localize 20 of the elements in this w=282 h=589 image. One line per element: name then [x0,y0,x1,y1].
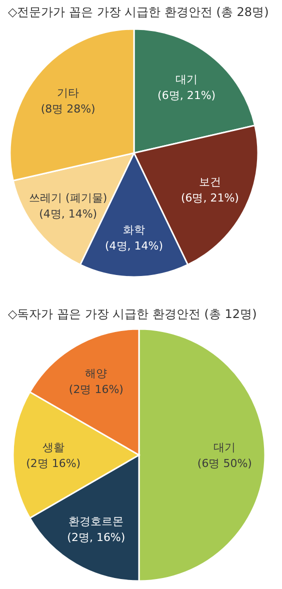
chart-title: ◇독자가 꼽은 가장 시급한 환경안전 (총 12명) [8,307,257,321]
data-label: (6명, 21%) [180,192,239,205]
data-label: (2명, 16%) [67,531,126,544]
data-label: (4명, 14%) [39,208,98,221]
slice-label: 보건 [198,176,221,189]
data-label: (2명 16%) [68,382,124,396]
data-label: (6명 50%) [197,457,252,470]
slice-label: 대기 [214,441,236,454]
data-label: (2명 16%) [26,457,81,470]
slice-label: 해양 [85,366,108,380]
slice-label: 환경호르몬 [68,515,124,528]
data-label: (6명, 21%) [158,89,216,102]
data-label: (4명, 14%) [104,239,164,252]
chart-title: ◇전문가가 꼽은 가장 시급한 환경안전 (총 28명) [8,5,269,19]
slice-label: 기타 [57,86,80,100]
slice-label: 생활 [42,441,64,454]
slice-label: 대기 [176,73,198,86]
data-label: (8명 28%) [40,102,96,116]
slice-label: 화학 [123,223,145,236]
slice-label: 쓰레기 (폐기물) [29,192,108,205]
